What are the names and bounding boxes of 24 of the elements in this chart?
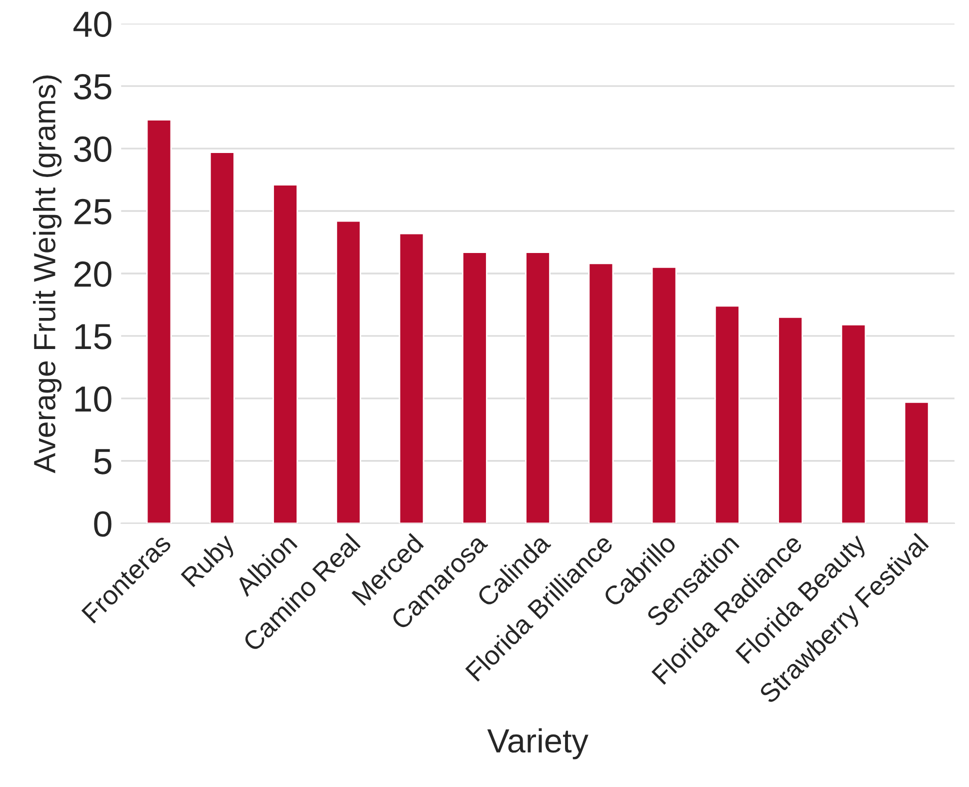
bar (840, 324, 866, 524)
y-tick-label: 35 (74, 74, 112, 100)
bar (904, 401, 930, 524)
bar (146, 119, 172, 524)
bar (398, 232, 424, 524)
y-tick-label: 20 (74, 261, 112, 287)
bar (714, 305, 740, 524)
bar (588, 262, 614, 524)
y-tick-label: 25 (74, 198, 112, 224)
bar (272, 184, 298, 524)
y-tick-label: 15 (75, 324, 112, 350)
bar (209, 152, 235, 524)
y-tick-label: 10 (75, 386, 112, 412)
bar (336, 220, 362, 524)
y-axis-title: Average Fruit Weight (grams) (33, 76, 62, 474)
y-tick-label: 30 (74, 136, 112, 162)
bar (778, 316, 804, 524)
bar (651, 266, 677, 524)
y-tick-label: 0 (94, 511, 112, 537)
x-axis-title: Variety (487, 728, 588, 760)
bar (525, 252, 550, 524)
y-tick-label: 5 (94, 449, 112, 474)
y-tick-label: 40 (73, 11, 112, 38)
bar (462, 252, 488, 524)
